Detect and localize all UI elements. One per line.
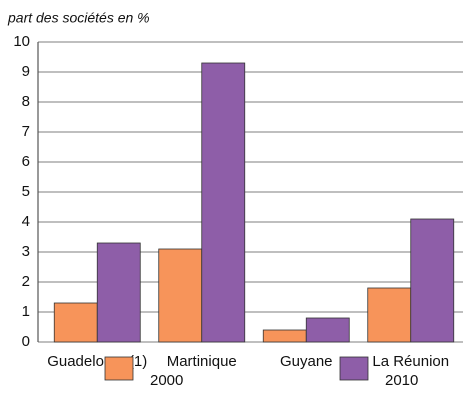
- y-tick-label: 2: [22, 273, 30, 290]
- y-tick-label: 4: [22, 213, 30, 230]
- y-tick-label: 7: [22, 123, 30, 140]
- bar: [201, 62, 246, 343]
- y-tick-label: 0: [22, 333, 30, 350]
- bar: [262, 329, 307, 343]
- legend-label: 2000: [150, 372, 183, 389]
- legend-label: 2010: [385, 372, 418, 389]
- legend-swatch: [339, 356, 369, 381]
- bar: [53, 302, 98, 343]
- y-tick-label: 5: [22, 183, 30, 200]
- chart-subtitle: part des sociétés en %: [7, 10, 150, 26]
- x-tick-label: Martinique: [167, 353, 237, 370]
- x-tick-label: La Réunion: [372, 353, 449, 370]
- y-tick-label: 3: [22, 243, 30, 260]
- bar: [305, 317, 350, 343]
- bar: [367, 287, 412, 343]
- bar: [158, 248, 203, 343]
- legend-swatch: [104, 356, 134, 381]
- y-tick-label: 6: [22, 153, 30, 170]
- bar: [96, 242, 141, 343]
- bar: [410, 218, 455, 343]
- y-tick-label: 8: [22, 93, 30, 110]
- y-tick-label: 1: [22, 303, 30, 320]
- x-tick-label: Guyane: [280, 353, 333, 370]
- y-tick-label: 10: [13, 33, 30, 50]
- y-tick-label: 9: [22, 63, 30, 80]
